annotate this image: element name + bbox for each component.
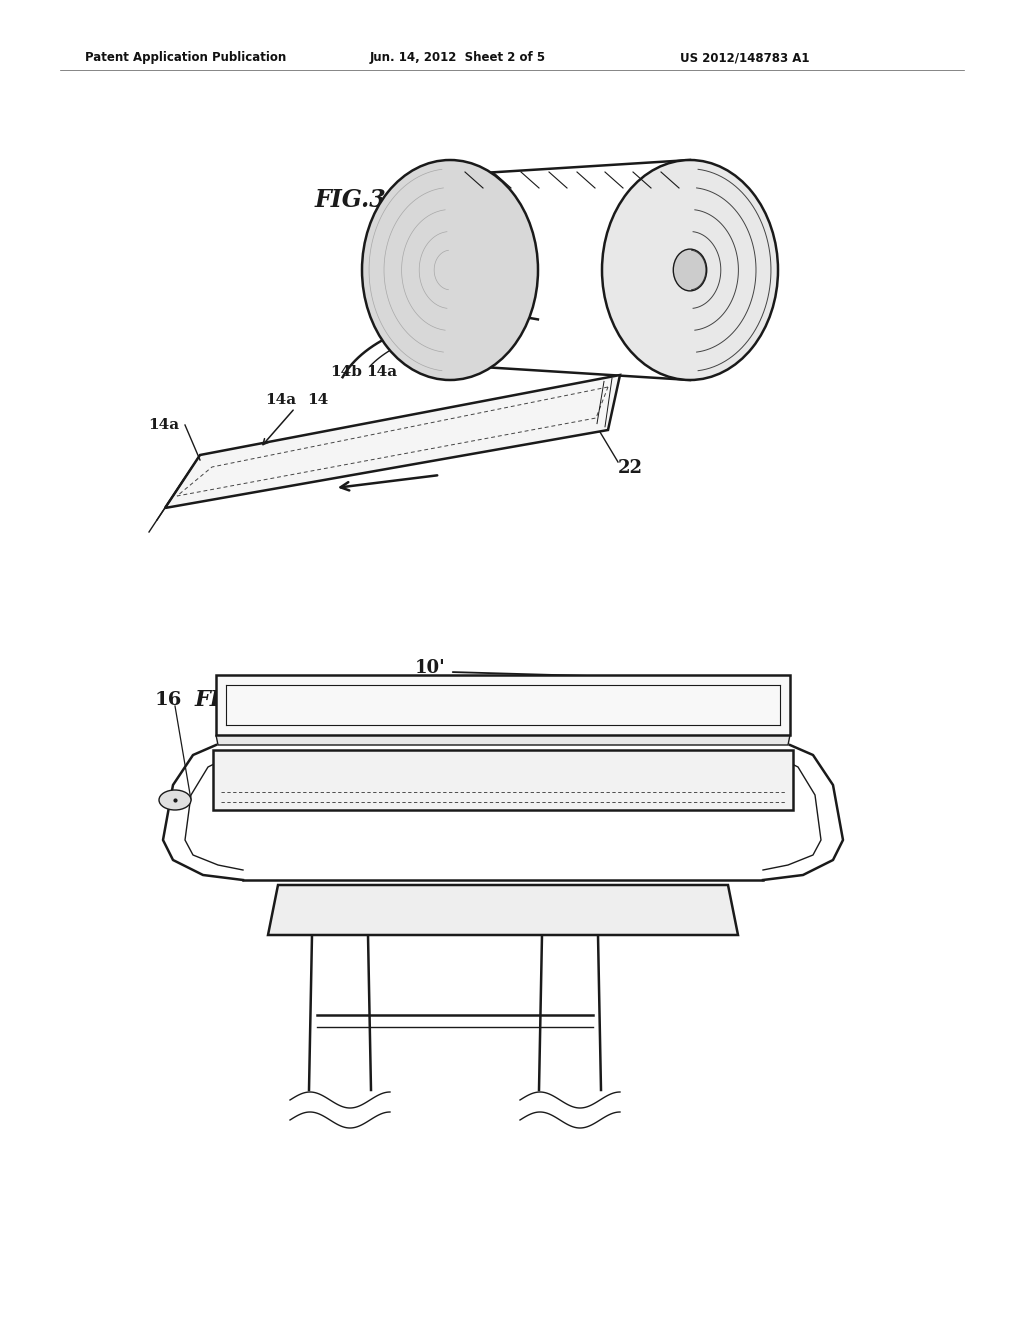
Ellipse shape: [362, 160, 538, 380]
Polygon shape: [213, 750, 793, 810]
Text: FIG.4: FIG.4: [195, 689, 262, 711]
Text: 12: 12: [406, 231, 430, 249]
Text: 14a: 14a: [265, 393, 296, 407]
Polygon shape: [216, 735, 790, 744]
Text: 14a: 14a: [366, 366, 397, 379]
Text: 10': 10': [415, 659, 445, 677]
Polygon shape: [216, 675, 790, 735]
Text: Patent Application Publication: Patent Application Publication: [85, 51, 287, 65]
Ellipse shape: [674, 249, 707, 290]
Text: 14a: 14a: [148, 418, 179, 432]
Text: 14: 14: [307, 393, 329, 407]
Text: US 2012/148783 A1: US 2012/148783 A1: [680, 51, 810, 65]
Text: 16: 16: [155, 690, 182, 709]
Ellipse shape: [159, 789, 191, 810]
Ellipse shape: [602, 160, 778, 380]
Text: 22: 22: [618, 459, 643, 477]
Polygon shape: [268, 884, 738, 935]
Text: 16: 16: [620, 249, 647, 267]
Text: 14b: 14b: [406, 297, 439, 314]
Polygon shape: [165, 375, 620, 508]
Text: 14b: 14b: [330, 366, 361, 379]
Text: Jun. 14, 2012  Sheet 2 of 5: Jun. 14, 2012 Sheet 2 of 5: [370, 51, 546, 65]
Text: FIG.3: FIG.3: [315, 187, 387, 213]
